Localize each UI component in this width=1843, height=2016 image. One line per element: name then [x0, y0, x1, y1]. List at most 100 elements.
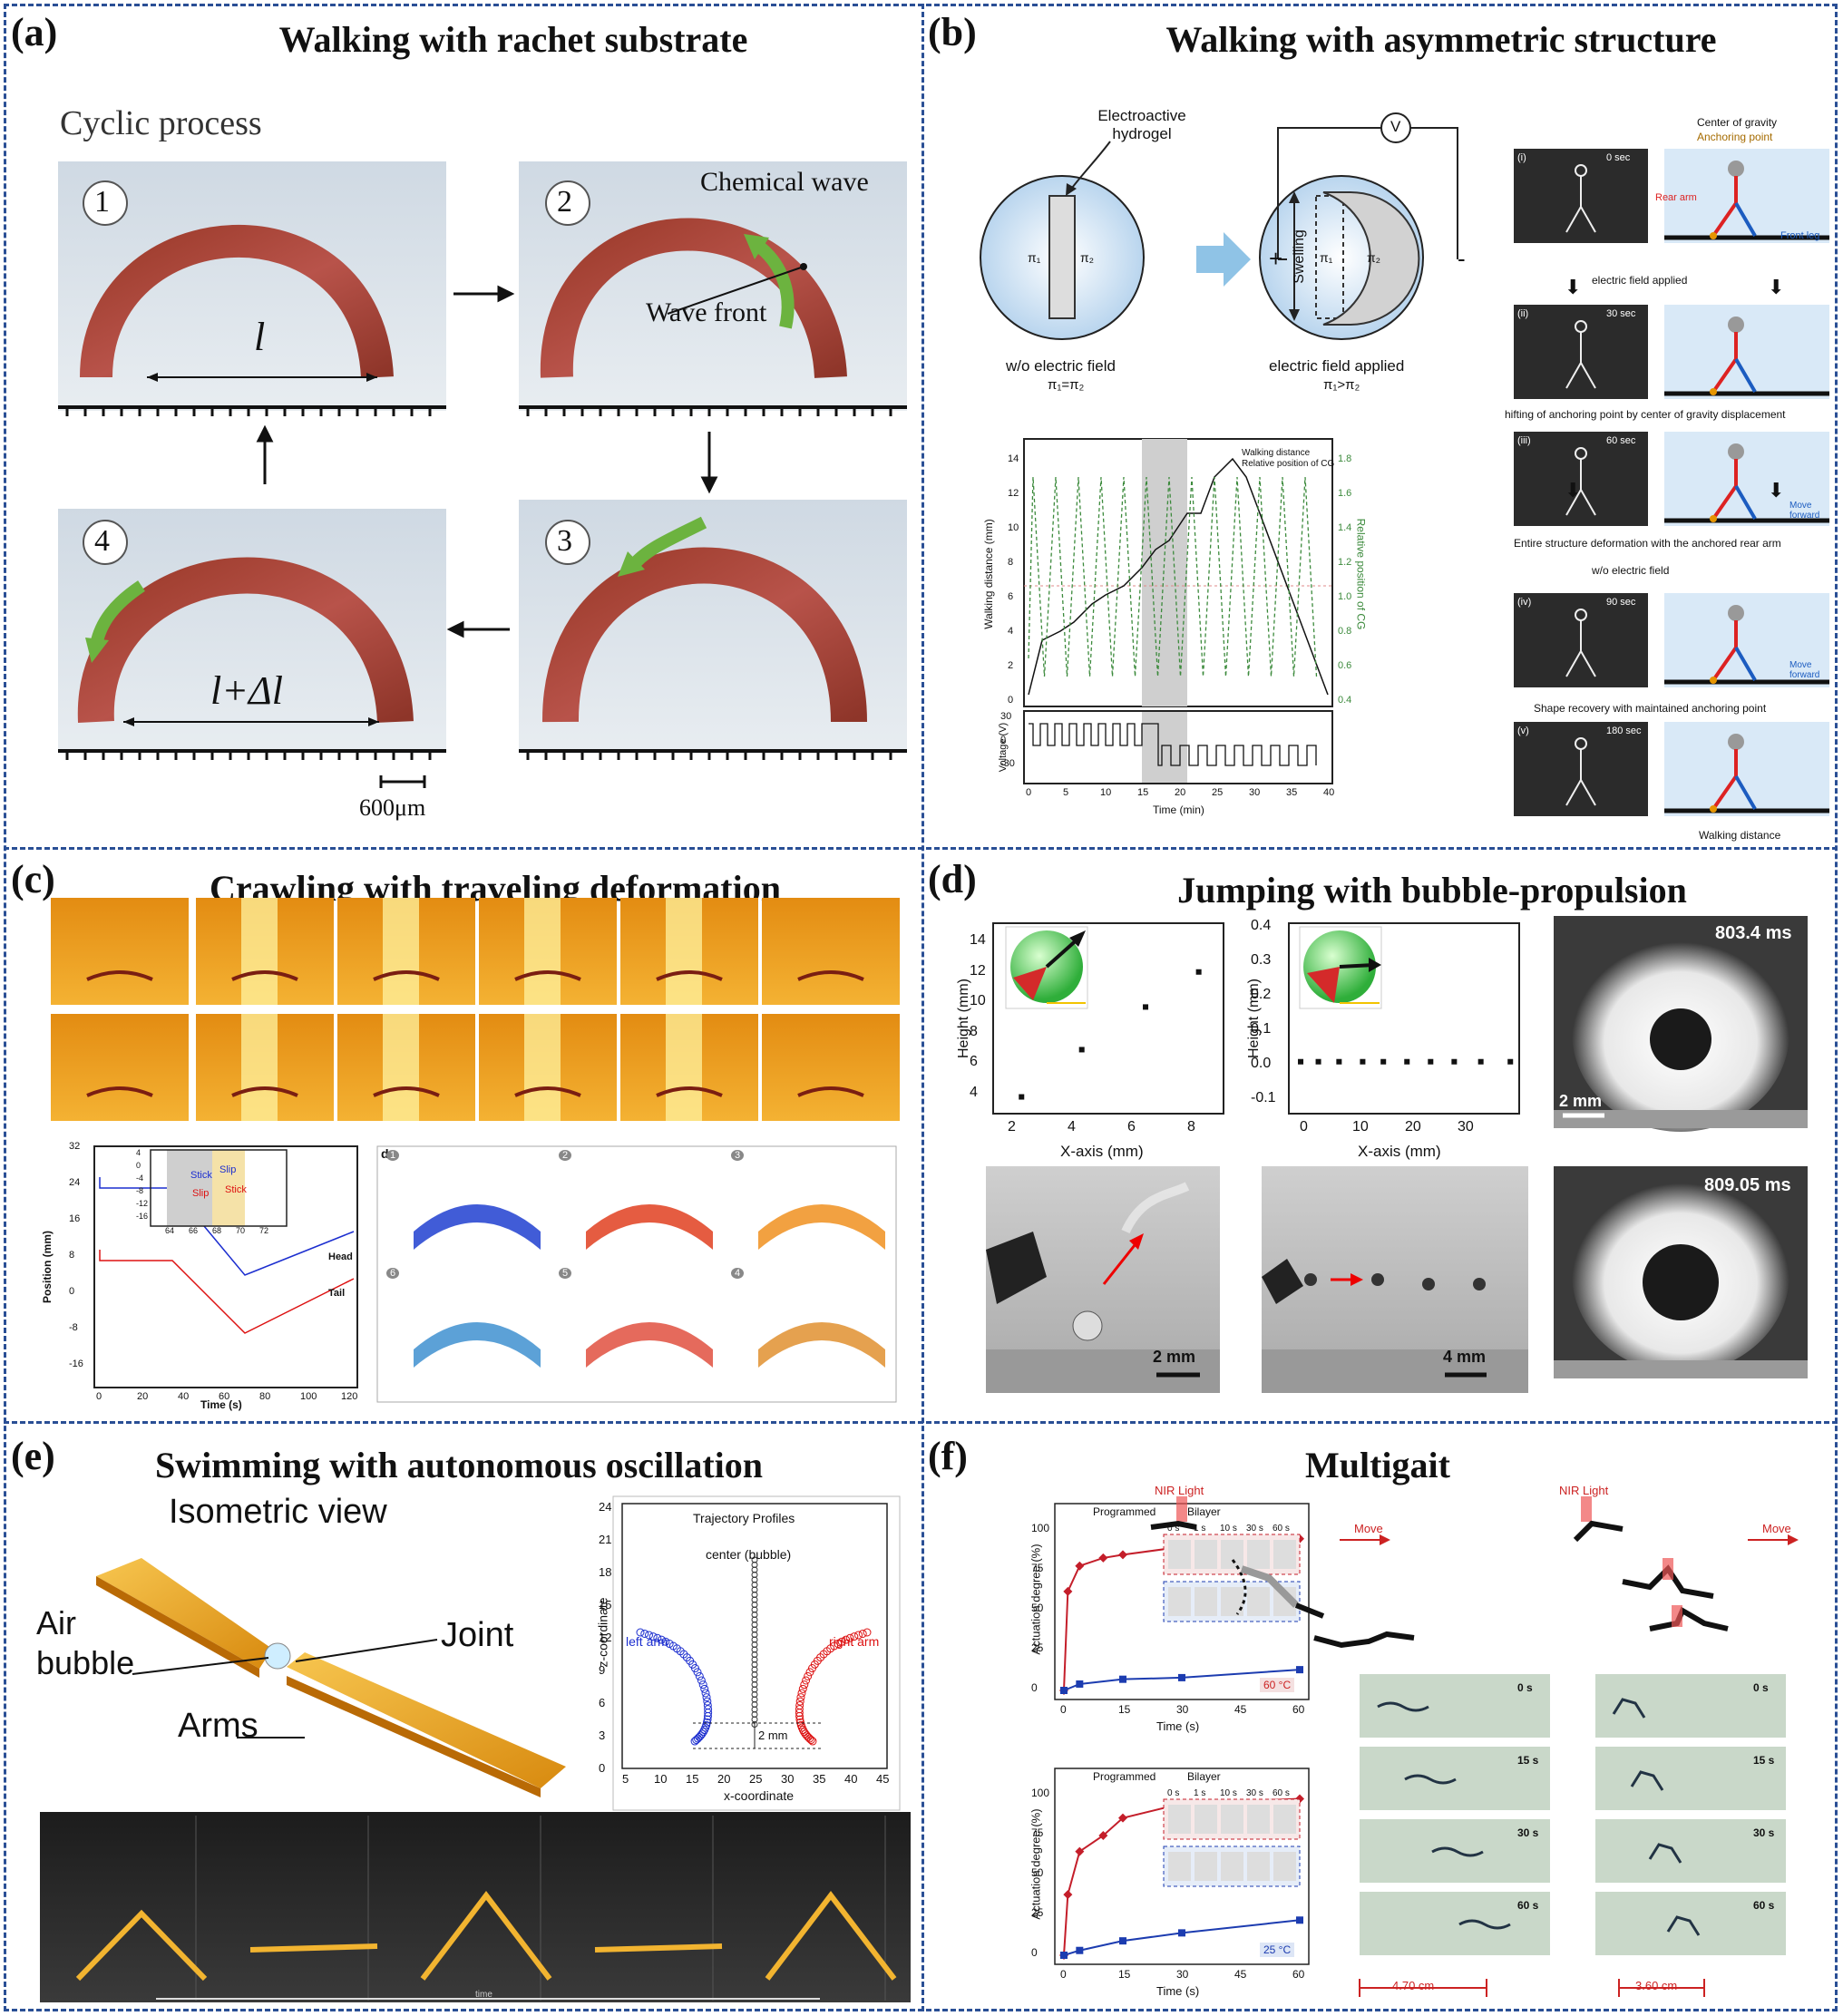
left-arm-trajectory-point — [703, 1711, 712, 1720]
panel-c: (c) Crawling with traveling deformation … — [5, 851, 920, 1419]
right-arm-trajectory-point — [795, 1715, 804, 1724]
c-y-tick: 24 — [69, 1177, 81, 1188]
e-y-tick: 9 — [599, 1663, 606, 1677]
time-axis-label: time — [475, 1990, 492, 2000]
right-arm-trajectory-point — [854, 1631, 863, 1640]
f-crawler-right — [1666, 1915, 1701, 1936]
panel-c-label: (c) — [11, 857, 55, 901]
c-y-tick: 16 — [69, 1213, 81, 1224]
step-1-number: 1 — [94, 185, 110, 219]
c-light-beam — [524, 898, 561, 1005]
scale-4mm-photo: 4 mm — [1443, 1348, 1487, 1366]
f-frame-time: 0 s — [1167, 1788, 1180, 1798]
distance-2: 3.60 cm — [1635, 1979, 1678, 1992]
swimmer-frame — [75, 1909, 208, 1982]
f-photo-left — [1360, 1674, 1550, 1738]
b-figure-head — [1575, 737, 1587, 750]
time-label-2: 809.05 ms — [1704, 1175, 1791, 1195]
c-crawler — [514, 1086, 581, 1097]
front-leg-label: Front leg — [1780, 230, 1820, 241]
left-arm-trajectory-point — [690, 1737, 699, 1746]
walking-distance-label: Walking distance — [1699, 829, 1781, 842]
sim-number: 4 — [731, 1268, 745, 1279]
f-inset-cell — [1195, 1805, 1217, 1834]
slip-label-blue: Slip — [219, 1164, 237, 1175]
b-y-tick: 8 — [1008, 557, 1014, 568]
b-x-tick: 25 — [1212, 787, 1224, 798]
sim-frame — [758, 1204, 885, 1250]
minus-terminal: - — [1458, 245, 1466, 272]
gap-label: 2 mm — [758, 1729, 788, 1742]
f-y-label-top: Actuation degree (%) — [1029, 1544, 1043, 1655]
f-y-tick: 0 — [1031, 1946, 1038, 1959]
panel-a: (a) Walking with rachet substrate Cyclic… — [5, 5, 920, 845]
e-y-tick: 21 — [599, 1533, 612, 1546]
c-inset-x-tick: 66 — [189, 1226, 199, 1235]
nir-light-right: NIR Light — [1559, 1484, 1609, 1497]
c-x-tick: 80 — [259, 1391, 271, 1402]
panel-f-label: (f) — [928, 1434, 968, 1478]
e-y-tick: 3 — [599, 1729, 606, 1742]
f-inset-cell — [1195, 1540, 1217, 1569]
b-anchor-dot — [1710, 677, 1717, 684]
step-text-field-applied: electric field applied — [1592, 274, 1688, 287]
left-arm-label: left arm — [626, 1634, 668, 1649]
f-x-tick: 15 — [1118, 1703, 1131, 1716]
joint-label: Joint — [441, 1616, 514, 1654]
f-inset-cell — [1273, 1805, 1296, 1834]
f-y-tick: 0 — [1031, 1681, 1038, 1694]
no-field-label: w/o electric field — [1006, 357, 1116, 375]
scale-bar-label: 600μm — [359, 794, 426, 821]
voltage-trace — [1029, 723, 1317, 766]
d-slide-point — [1507, 1058, 1514, 1065]
temp-25: 25 °C — [1260, 1943, 1295, 1957]
down-arrow-left: ⬇ — [1565, 479, 1582, 502]
b-head — [1728, 443, 1744, 460]
move-forward-2: Move forward — [1789, 660, 1820, 680]
f-y-tick: 100 — [1031, 1522, 1050, 1534]
stick-label-red: Stick — [225, 1184, 247, 1195]
f-photo-time-left: 0 s — [1517, 1681, 1533, 1694]
divider-row2 — [4, 1421, 1838, 1424]
right-arm-trajectory-point — [802, 1731, 811, 1740]
b-volt-tick: -30 — [1000, 758, 1015, 769]
f-bilayer-point — [1178, 1673, 1185, 1681]
b-y-tick: 2 — [1008, 660, 1014, 671]
f-legend-bilayer-bottom: Bilayer — [1187, 1770, 1221, 1783]
b-y2-tick: 1.6 — [1338, 488, 1352, 499]
b-frame-id: (i) — [1517, 152, 1526, 163]
c-x-tick: 0 — [96, 1391, 102, 1402]
step-3-number: 3 — [557, 524, 572, 558]
wave-front-label: Wave front — [646, 297, 767, 327]
f-legend-bilayer-top: Bilayer — [1187, 1505, 1221, 1518]
c-x-tick: 100 — [300, 1391, 317, 1402]
b-anchor-dot — [1710, 805, 1717, 813]
left-arm-trajectory-point — [698, 1680, 707, 1690]
swimmer-frame — [420, 1891, 552, 1981]
left-arm-trajectory-point — [697, 1676, 706, 1685]
d2-x-tick: 0 — [1300, 1119, 1308, 1135]
panel-f-drawing — [1054, 1496, 1799, 1997]
left-arm-trajectory-point — [703, 1697, 712, 1706]
b-volt-tick: 30 — [1000, 711, 1012, 722]
e-y-tick: 18 — [599, 1565, 612, 1579]
b-figure — [1565, 620, 1596, 677]
f-programmed-point — [1075, 1846, 1085, 1856]
c-crawler — [231, 1086, 298, 1097]
down-arrow-right: ⬇ — [1768, 479, 1785, 502]
slip-label-red: Slip — [192, 1188, 210, 1199]
panel-d-label: (d) — [928, 857, 977, 901]
f-crawler-left — [1458, 1919, 1511, 1930]
b-y-tick: 0 — [1008, 695, 1014, 706]
c-crawler — [231, 970, 298, 981]
f-inset-cell — [1247, 1540, 1270, 1569]
f-inset-cell — [1195, 1852, 1217, 1881]
f-programmed-point — [1098, 1553, 1108, 1563]
f-frame-time: 0 s — [1167, 1524, 1180, 1534]
b-head — [1728, 317, 1744, 333]
panel-a-label: (a) — [11, 10, 58, 54]
b-y-tick: 14 — [1008, 453, 1019, 464]
time-label-1: 803.4 ms — [1715, 923, 1792, 943]
c-light-beam — [666, 898, 702, 1005]
c-crawler — [373, 970, 440, 981]
